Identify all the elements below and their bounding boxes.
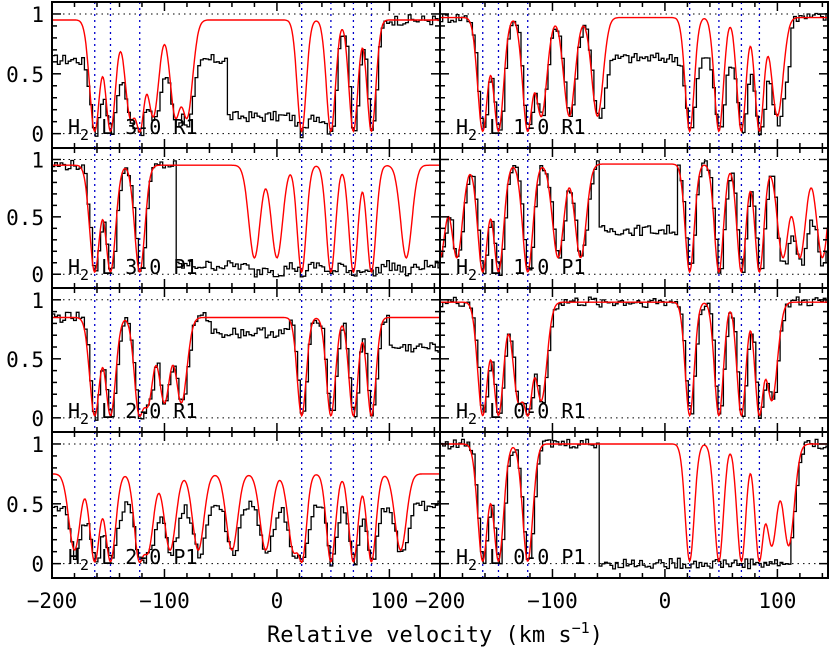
- panel-label-species: H: [68, 399, 80, 423]
- panel-h2-l-3-0-p1: H2 L 3-0 P1: [51, 147, 441, 289]
- model-fit: [52, 164, 440, 274]
- x-tick-label: −200: [27, 589, 78, 613]
- panel-label-transition: L 1-0 P1: [477, 255, 585, 279]
- panel-label-subscript: 2: [80, 556, 89, 574]
- panel-label-species: H: [456, 545, 468, 569]
- model-fit: [440, 443, 828, 563]
- panel-label-subscript: 2: [468, 556, 477, 574]
- panel-label-transition: L 2-0 R1: [89, 399, 197, 423]
- panel-label-species: H: [68, 255, 80, 279]
- observed-spectrum: [440, 438, 828, 570]
- panel-label-transition: L 0-0 P1: [477, 545, 585, 569]
- panel-label-transition: L 3-0 R1: [89, 115, 197, 139]
- panel-label-subscript: 2: [80, 410, 89, 428]
- model-fit: [52, 473, 440, 564]
- panel-label-transition: L 0-0 R1: [477, 399, 585, 423]
- panel-h2-l-1-0-r1: H2 L 1-0 R1: [439, 1, 829, 149]
- panel-label: H2 L 1-0 P1: [456, 255, 585, 284]
- panel-label: H2 L 2-0 R1: [68, 399, 197, 428]
- model-fit: [440, 16, 828, 134]
- y-tick-label: 1: [31, 148, 44, 172]
- panel-label-subscript: 2: [80, 126, 89, 144]
- panel-h2-l-0-0-p1: H2 L 0-0 P1: [439, 431, 829, 579]
- model-fit: [440, 163, 828, 274]
- panel-label: H2 L 0-0 R1: [456, 399, 585, 428]
- y-tick-label: 0: [31, 553, 44, 577]
- panel-label-subscript: 2: [468, 266, 477, 284]
- y-tick-label: 0: [31, 407, 44, 431]
- y-tick-label: 1: [31, 289, 44, 313]
- y-tick-label: 1: [31, 433, 44, 457]
- panel-h2-l-2-0-r1: H2 L 2-0 R1: [51, 287, 441, 433]
- y-tick-label: 0.5: [6, 493, 44, 517]
- x-tick-label: 100: [370, 589, 408, 613]
- panel-frame: [439, 431, 829, 579]
- observed-spectrum: [52, 500, 440, 567]
- y-tick-label: 0.5: [6, 206, 44, 230]
- panel-label: H2 L 3-0 R1: [68, 115, 197, 144]
- panel-label-transition: L 3-0 P1: [89, 255, 197, 279]
- panel-label: H2 L 0-0 P1: [456, 545, 585, 574]
- x-axis-title: Relative velocity (km s−1): [267, 619, 603, 648]
- panel-label-subscript: 2: [468, 126, 477, 144]
- y-tick-label: 0.5: [6, 63, 44, 87]
- x-tick-label: 0: [271, 589, 284, 613]
- model-fit: [440, 301, 828, 418]
- x-tick-label: 100: [758, 589, 796, 613]
- panel-label-transition: L 2-0 P1: [89, 545, 197, 569]
- model-fit: [52, 316, 440, 418]
- panel-h2-l-0-0-r1: H2 L 0-0 R1: [439, 287, 829, 433]
- observed-spectrum: [52, 14, 440, 139]
- panel-label-transition: L 1-0 R1: [477, 115, 585, 139]
- panel-label-subscript: 2: [80, 266, 89, 284]
- observed-spectrum: [52, 159, 440, 278]
- panel-h2-l-2-0-p1: H2 L 2-0 P1: [51, 431, 441, 579]
- panel-label: H2 L 1-0 R1: [456, 115, 585, 144]
- x-tick-label: 0: [659, 589, 672, 613]
- panel-label-species: H: [68, 545, 80, 569]
- y-tick-label: 0.5: [6, 348, 44, 372]
- panel-label-species: H: [68, 115, 80, 139]
- panel-label-species: H: [456, 255, 468, 279]
- panel-h2-l-1-0-p1: H2 L 1-0 P1: [439, 147, 829, 289]
- y-tick-label: 0: [31, 123, 44, 147]
- y-tick-label: 0: [31, 263, 44, 287]
- observed-spectrum: [440, 160, 828, 277]
- panel-label: H2 L 2-0 P1: [68, 545, 197, 574]
- x-tick-label: −100: [139, 589, 190, 613]
- x-tick-label: −100: [527, 589, 578, 613]
- x-tick-label: −200: [415, 589, 466, 613]
- panel-label-species: H: [456, 115, 468, 139]
- panel-label-subscript: 2: [468, 410, 477, 428]
- x-axis-title-exponent: −1: [572, 619, 590, 637]
- panel-h2-l-3-0-r1: H2 L 3-0 R1: [51, 1, 441, 149]
- panel-label-species: H: [456, 399, 468, 423]
- y-tick-label: 1: [31, 3, 44, 27]
- panel-label: H2 L 3-0 P1: [68, 255, 197, 284]
- model-fit: [52, 19, 440, 133]
